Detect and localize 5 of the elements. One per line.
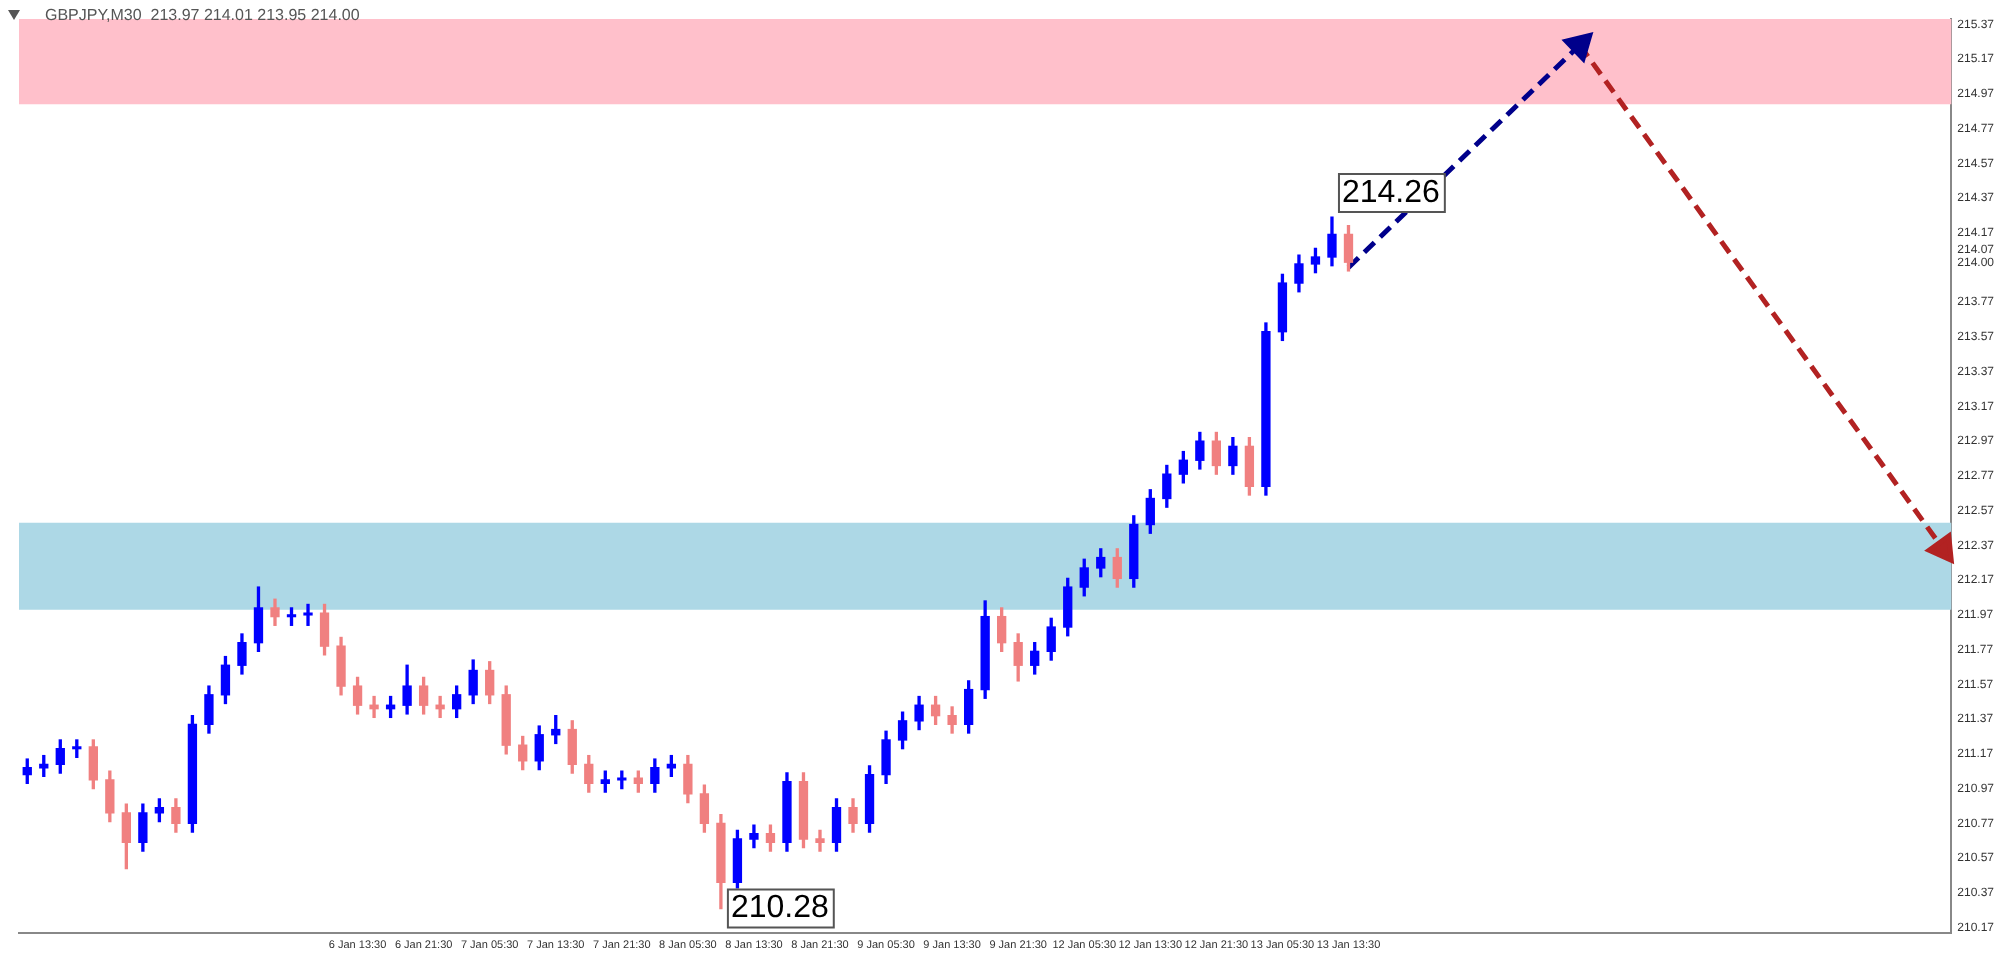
chart-title: GBPJPY,M30 213.97 214.01 213.95 214.00 <box>45 6 361 25</box>
annotation: 214.26 <box>1341 175 1441 210</box>
candlestick <box>303 603 313 626</box>
annotation: 210.28 <box>730 891 829 926</box>
candlestick <box>815 829 825 852</box>
